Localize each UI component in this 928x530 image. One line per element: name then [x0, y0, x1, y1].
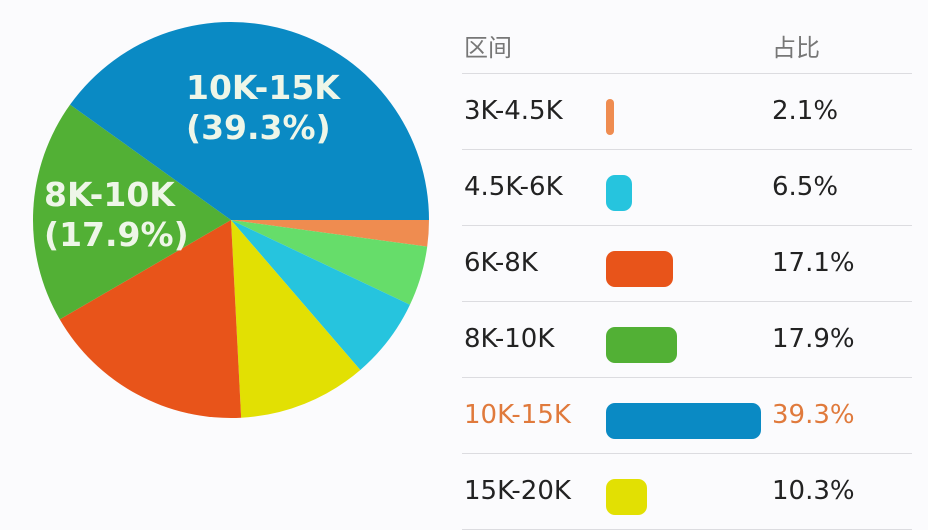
pie-label-name: 8K-10K [44, 175, 175, 214]
pie-slice [231, 220, 361, 418]
table-row: 10K-15K 39.3% [462, 378, 912, 454]
pie-slice [231, 220, 410, 370]
pie-label-pct: (39.3%) [186, 108, 331, 147]
table-row: 3K-4.5K 2.1% [462, 74, 912, 150]
row-range: 6K-8K [464, 248, 538, 278]
header-share: 占比 [772, 34, 820, 62]
row-range: 8K-10K [464, 324, 555, 354]
header-range: 区间 [464, 34, 512, 62]
row-share: 6.5% [772, 172, 839, 202]
table-row: 6K-8K 17.1% [462, 226, 912, 302]
pie-slice [33, 104, 232, 320]
row-share: 2.1% [772, 96, 839, 126]
row-share: 10.3% [772, 476, 855, 506]
pie-label-8k-10k: 8K-10K (17.9%) [44, 175, 189, 255]
pie-label-10k-15k: 10K-15K (39.3%) [186, 68, 340, 148]
row-range: 3K-4.5K [464, 96, 563, 126]
legend-table: 区间 占比 3K-4.5K 2.1% 4.5K-6K 6.5% 6K-8K 17.1% 8K… [462, 0, 912, 530]
pie-slice [231, 220, 429, 247]
pie-slice [59, 220, 242, 418]
row-range: 15K-20K [464, 476, 571, 506]
table-row: 4.5K-6K 6.5% [462, 150, 912, 226]
pie-chart [33, 22, 430, 418]
row-bar [606, 403, 761, 439]
row-bar [606, 99, 615, 135]
pie-slice [70, 22, 430, 220]
table-row: 15K-20K 10.3% [462, 454, 912, 530]
table-row: 8K-10K 17.9% [462, 302, 912, 378]
row-range: 10K-15K [464, 400, 571, 430]
pie-slice [231, 220, 428, 305]
pie-label-pct: (17.9%) [44, 215, 189, 254]
row-bar [606, 251, 674, 287]
row-bar [606, 175, 632, 211]
row-range: 4.5K-6K [464, 172, 563, 202]
row-bar [606, 327, 677, 363]
row-share: 17.1% [772, 248, 855, 278]
row-bar [606, 479, 647, 515]
table-header: 区间 占比 [462, 0, 912, 74]
row-share: 17.9% [772, 324, 855, 354]
row-share: 39.3% [772, 400, 855, 430]
pie-label-name: 10K-15K [186, 68, 340, 107]
